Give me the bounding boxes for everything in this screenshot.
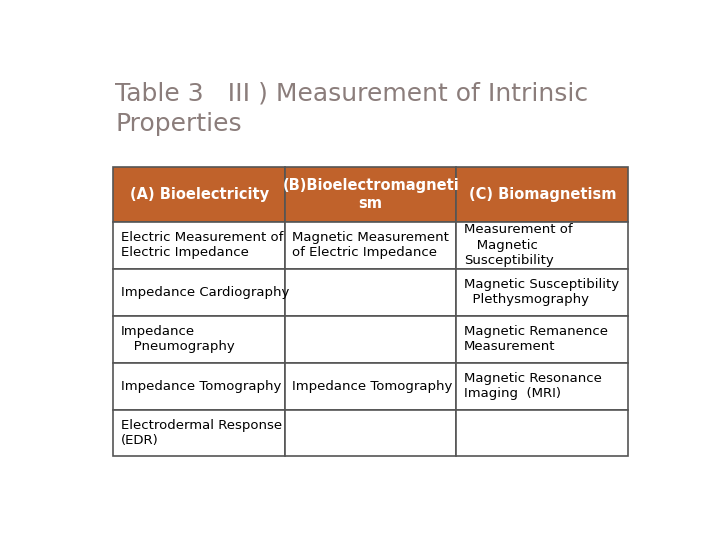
Bar (114, 222, 285, 269)
Text: Electrodermal Response
(EDR): Electrodermal Response (EDR) (121, 418, 282, 447)
Bar (114, 316, 285, 362)
Bar (114, 269, 285, 316)
Text: Impedance
   Pneumography: Impedance Pneumography (121, 325, 235, 353)
Bar (285, 222, 456, 269)
Bar (456, 362, 629, 409)
Bar (114, 167, 285, 222)
Text: Magnetic Susceptibility
  Plethysmography: Magnetic Susceptibility Plethysmography (464, 278, 618, 306)
Bar (456, 316, 629, 362)
Text: Impedance Cardiography: Impedance Cardiography (121, 286, 289, 299)
Bar (456, 167, 629, 222)
Bar (114, 409, 285, 456)
Bar (285, 316, 456, 362)
Text: (C) Biomagnetism: (C) Biomagnetism (469, 187, 616, 202)
Text: Electric Measurement of
Electric Impedance: Electric Measurement of Electric Impedan… (121, 231, 283, 259)
Bar (114, 362, 285, 409)
Bar (285, 167, 456, 222)
Text: Magnetic Measurement
of Electric Impedance: Magnetic Measurement of Electric Impedan… (292, 231, 449, 259)
Text: Impedance Tomography: Impedance Tomography (292, 380, 453, 393)
Text: (A) Bioelectricity: (A) Bioelectricity (130, 187, 269, 202)
Bar (285, 409, 456, 456)
Text: Magnetic Remanence
Measurement: Magnetic Remanence Measurement (464, 325, 608, 353)
Text: Impedance Tomography: Impedance Tomography (121, 380, 281, 393)
Text: Magnetic Resonance
Imaging  (MRI): Magnetic Resonance Imaging (MRI) (464, 372, 602, 400)
Text: Measurement of
   Magnetic
Susceptibility: Measurement of Magnetic Susceptibility (464, 223, 572, 267)
Text: Table 3   III ) Measurement of Intrinsic
Properties: Table 3 III ) Measurement of Intrinsic P… (115, 82, 588, 136)
Bar (285, 269, 456, 316)
Bar (456, 269, 629, 316)
Bar (285, 362, 456, 409)
Text: (B)Bioelectromagneti
sm: (B)Bioelectromagneti sm (282, 178, 459, 211)
Bar (456, 222, 629, 269)
Bar (456, 409, 629, 456)
